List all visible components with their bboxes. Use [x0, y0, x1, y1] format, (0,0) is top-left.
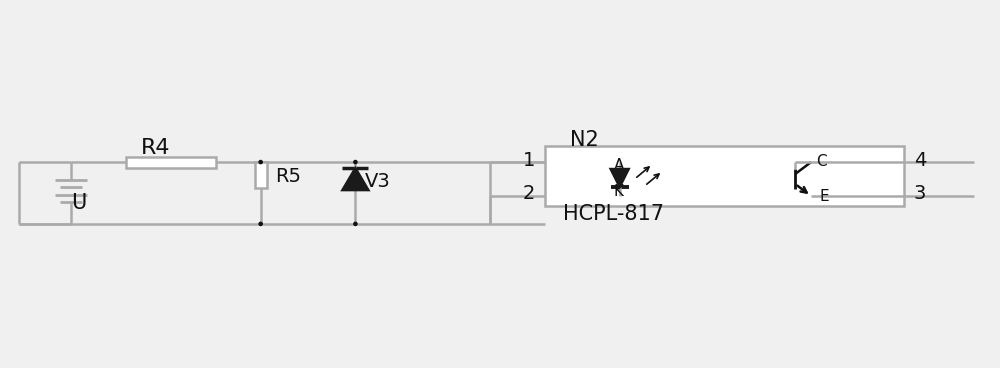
Bar: [545, 146, 904, 206]
Text: E: E: [819, 190, 829, 205]
Text: A: A: [613, 158, 624, 173]
Circle shape: [354, 222, 357, 226]
Polygon shape: [342, 168, 368, 190]
Text: 4: 4: [914, 151, 926, 170]
Text: R5: R5: [275, 167, 301, 185]
Text: U: U: [71, 193, 87, 213]
Bar: [126, 156, 216, 167]
Text: HCPL-817: HCPL-817: [563, 204, 664, 224]
Text: C: C: [816, 153, 826, 169]
Text: 3: 3: [914, 184, 926, 204]
Circle shape: [259, 222, 262, 226]
Circle shape: [354, 160, 357, 164]
Text: R4: R4: [141, 138, 171, 158]
Text: V3: V3: [364, 171, 390, 191]
Bar: [255, 162, 267, 188]
Text: N2: N2: [570, 130, 599, 150]
Circle shape: [259, 160, 262, 164]
Text: 2: 2: [523, 184, 535, 204]
Text: 1: 1: [523, 151, 535, 170]
Polygon shape: [611, 169, 629, 187]
Text: K: K: [614, 184, 624, 199]
